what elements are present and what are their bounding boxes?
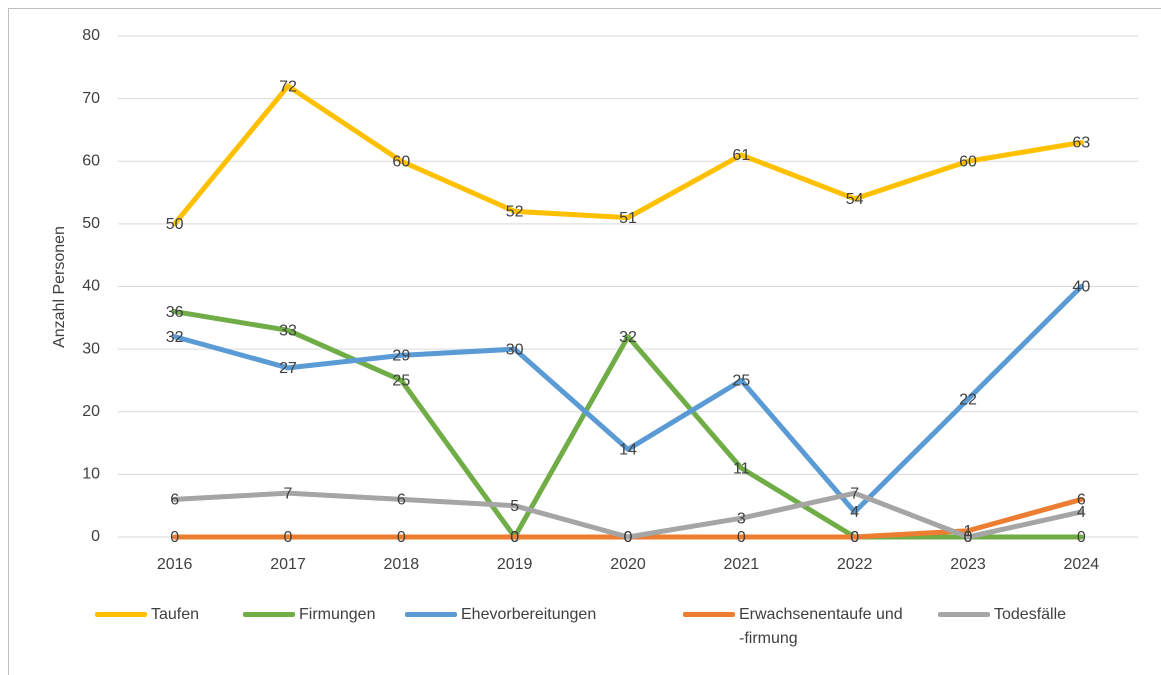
data-label: 6 <box>170 492 179 509</box>
y-tick-label: 20 <box>82 403 100 420</box>
data-label: 51 <box>619 210 637 227</box>
data-label: 0 <box>510 529 519 546</box>
data-label: 7 <box>850 485 859 502</box>
legend-label: Erwachsenentaufe und -firmung <box>739 606 903 647</box>
legend-label: Firmungen <box>299 606 376 623</box>
data-label: 4 <box>850 504 859 521</box>
data-label: 61 <box>732 147 750 164</box>
x-tick-label: 2016 <box>157 556 193 573</box>
x-tick-label: 2023 <box>950 556 986 573</box>
legend-label: Taufen <box>151 606 200 623</box>
data-label: 32 <box>619 329 637 346</box>
data-label: 0 <box>850 529 859 546</box>
x-tick-label: 2022 <box>837 556 873 573</box>
legend-item: Erwachsenentaufe und -firmung <box>683 603 904 651</box>
legend-item: Todesfälle <box>938 603 1066 627</box>
legend-label: Todesfälle <box>994 606 1067 623</box>
data-label: 6 <box>1077 492 1086 509</box>
data-label: 0 <box>624 529 633 546</box>
data-label: 0 <box>397 529 406 546</box>
x-tick-label: 2021 <box>724 556 760 573</box>
data-label: 4 <box>1077 504 1086 521</box>
y-tick-label: 60 <box>82 152 100 169</box>
data-label: 0 <box>284 529 293 546</box>
data-label: 11 <box>733 460 750 477</box>
y-axis-label: Anzahl Personen <box>51 226 68 348</box>
legend-swatch <box>405 612 457 617</box>
chart-frame <box>8 8 1161 675</box>
legend-swatch <box>95 612 147 617</box>
data-label: 6 <box>397 492 406 509</box>
series-line <box>172 309 1084 540</box>
legend-swatch <box>243 612 295 617</box>
data-label: 33 <box>279 323 297 340</box>
data-label: 0 <box>1077 529 1086 546</box>
legend-item: Firmungen <box>243 603 375 627</box>
data-label: 52 <box>506 204 524 221</box>
x-tick-label: 2018 <box>384 556 420 573</box>
data-label: 50 <box>166 216 184 233</box>
data-label: 54 <box>846 191 864 208</box>
data-label: 3 <box>737 510 746 527</box>
legend-label: Ehevorbereitungen <box>461 606 597 623</box>
data-label: 63 <box>1072 135 1090 152</box>
series-line <box>172 83 1084 227</box>
data-label: 14 <box>619 442 637 459</box>
data-label: 0 <box>624 529 633 546</box>
data-label: 25 <box>392 373 410 390</box>
legend-swatch <box>938 612 990 617</box>
data-label: 7 <box>284 485 293 502</box>
data-label: 0 <box>964 529 973 546</box>
x-tick-label: 2024 <box>1064 556 1100 573</box>
legend: Taufen Firmungen Ehevorbereitungen Erwachse… <box>0 603 1161 663</box>
data-label: 0 <box>737 529 746 546</box>
x-tick-label: 2019 <box>497 556 533 573</box>
data-label: 60 <box>392 153 410 170</box>
data-label: 36 <box>166 304 184 321</box>
y-tick-label: 40 <box>82 278 100 295</box>
series-line <box>172 284 1084 515</box>
y-tick-label: 50 <box>82 215 100 232</box>
legend-item: Taufen <box>95 603 199 627</box>
y-tick-label: 70 <box>82 90 100 107</box>
data-label: 32 <box>166 329 184 346</box>
data-label: 0 <box>510 529 519 546</box>
data-label: 72 <box>279 78 297 95</box>
data-label: 29 <box>392 348 410 365</box>
data-label: 0 <box>964 529 973 546</box>
legend-swatch <box>683 612 735 617</box>
legend-item: Ehevorbereitungen <box>405 603 596 627</box>
x-tick-label: 2020 <box>610 556 646 573</box>
series-line <box>172 490 1084 540</box>
data-label: 0 <box>850 529 859 546</box>
y-tick-label: 10 <box>82 466 100 483</box>
y-tick-label: 0 <box>91 528 100 545</box>
data-label: 25 <box>732 373 750 390</box>
data-label: 22 <box>959 391 977 408</box>
data-label: 27 <box>279 360 297 377</box>
y-tick-label: 30 <box>82 340 100 357</box>
data-label: 30 <box>506 341 524 358</box>
data-label: 40 <box>1072 279 1090 296</box>
data-label: 60 <box>959 153 977 170</box>
data-label: 5 <box>510 498 519 515</box>
y-tick-label: 80 <box>82 27 100 44</box>
data-label: 1 <box>964 523 973 540</box>
data-label: 0 <box>170 529 179 546</box>
x-tick-label: 2017 <box>270 556 306 573</box>
